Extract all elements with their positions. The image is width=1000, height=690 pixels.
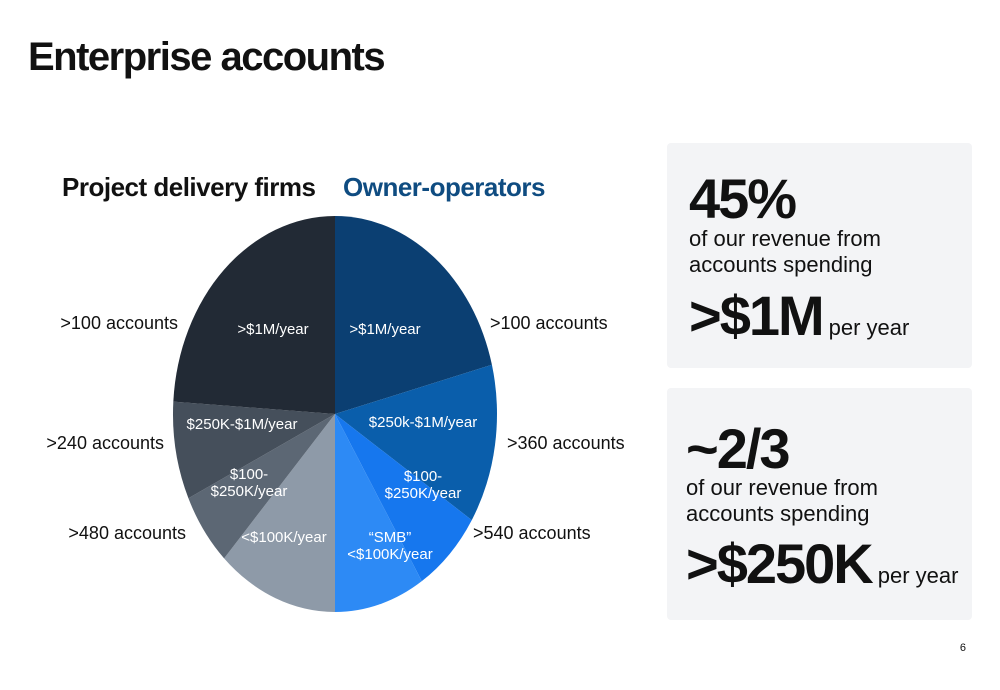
callout-suffix: per year [878, 563, 959, 588]
account-label: >480 accounts [68, 523, 186, 543]
pie-slice [335, 414, 472, 582]
pie-slice [224, 414, 335, 612]
account-label: >240 accounts [46, 433, 164, 453]
pie-slice [173, 401, 335, 499]
callout-headline: ~2/3 [686, 417, 789, 480]
group-label: Owner-operators [343, 172, 545, 202]
callout-amount-line: >$250K per year [686, 532, 958, 595]
pie-slice [335, 364, 497, 521]
slice-label: <$100K/year [241, 529, 326, 546]
slice-label: $100- [404, 468, 442, 485]
pie-slice [173, 216, 335, 414]
callout-box [667, 388, 972, 620]
callout-text: of our revenue from [686, 475, 878, 500]
callout-text: accounts spending [686, 501, 869, 526]
group-label: Project delivery firms [62, 172, 315, 202]
callout-box [667, 143, 972, 368]
callout-amount-line: >$1M per year [689, 284, 909, 347]
account-label: >100 accounts [490, 313, 608, 333]
slice-label: >$1M/year [237, 321, 308, 338]
slice-label: >$1M/year [349, 321, 420, 338]
slide-title: Enterprise accounts [28, 35, 384, 79]
pie-slice [335, 414, 422, 612]
slice-label: $250K/year [385, 485, 462, 502]
callout-amount: >$250K [686, 532, 873, 595]
callout-headline: 45% [689, 167, 796, 230]
slice-label: “SMB” [369, 529, 412, 546]
callout-amount: >$1M [689, 284, 823, 347]
slice-label: $250K-$1M/year [187, 416, 298, 433]
pie: >$1M/year$250k-$1M/year$100-$250K/year“S… [46, 216, 625, 612]
account-label: >540 accounts [473, 523, 591, 543]
slice-label: $250k-$1M/year [369, 414, 477, 431]
page-number: 6 [960, 642, 966, 654]
pie-slice [188, 414, 335, 559]
account-label: >360 accounts [507, 433, 625, 453]
account-label: >100 accounts [60, 313, 178, 333]
callout-suffix: per year [829, 315, 910, 340]
slice-label: <$100K/year [347, 546, 432, 563]
slice-label: $100- [230, 466, 268, 483]
callout-text: accounts spending [689, 252, 872, 277]
slice-label: $250K/year [211, 483, 288, 500]
callout-text: of our revenue from [689, 226, 881, 251]
pie-slice [335, 216, 492, 414]
